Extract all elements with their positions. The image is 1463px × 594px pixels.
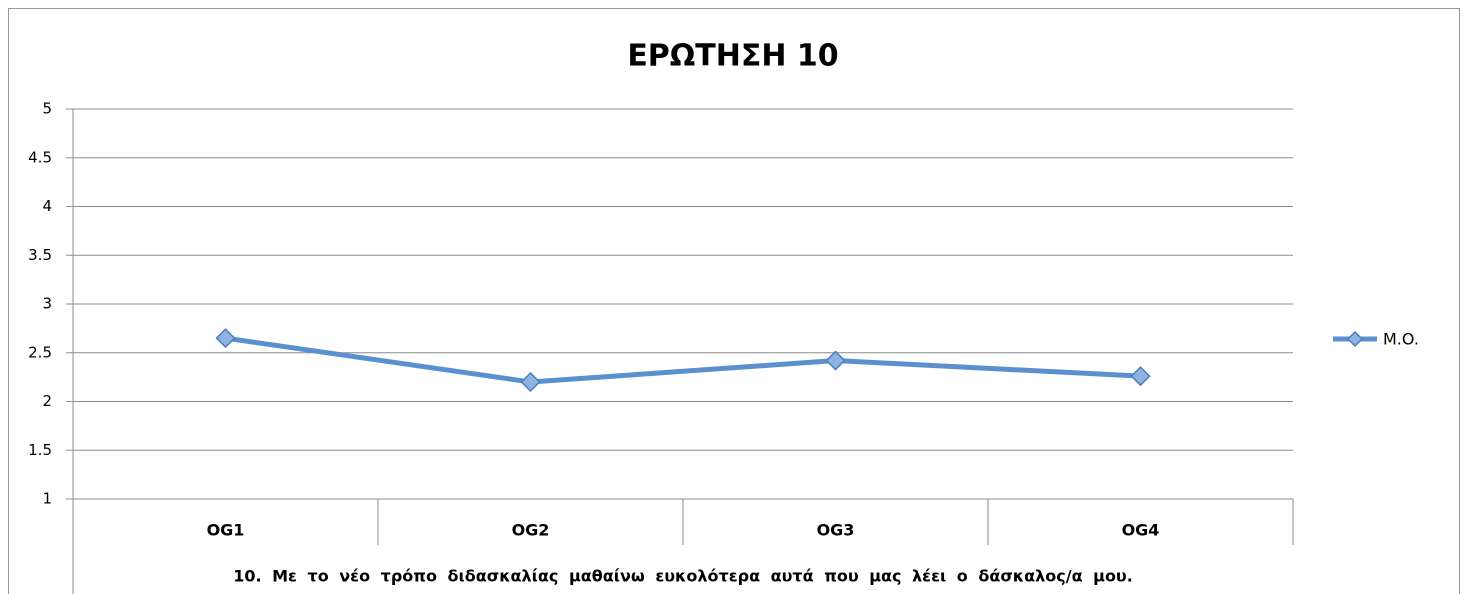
y-tick-label: 2.5 <box>28 343 52 361</box>
point <box>215 328 236 349</box>
x-tick-label: OG4 <box>1122 521 1160 540</box>
legend-label: M.O. <box>1383 330 1419 349</box>
x-tick-label: OG1 <box>207 521 245 540</box>
y-tick-label: 1.5 <box>28 441 52 459</box>
point <box>825 350 846 371</box>
chart-frame <box>8 8 1460 594</box>
legend-marker <box>1346 330 1364 348</box>
y-tick-label: 3 <box>42 295 52 313</box>
x-tick-label: OG2 <box>512 521 550 540</box>
x-axis-title: 10. Με το νέο τρόπο διδασκαλίας μαθαίνω … <box>233 567 1133 586</box>
y-tick-label: 3.5 <box>28 246 52 264</box>
series-line <box>225 335 1141 385</box>
y-tick-label: 5 <box>42 100 52 118</box>
y-tick-label: 2 <box>42 392 52 410</box>
y-tick-label: 4 <box>42 197 52 215</box>
point <box>520 371 541 393</box>
point <box>1130 366 1151 387</box>
y-tick-label: 4.5 <box>28 148 52 166</box>
x-tick-label: OG3 <box>817 521 855 540</box>
y-tick-label: 1 <box>42 490 52 508</box>
chart-title: ΕΡΩΤΗΣΗ 10 <box>627 39 838 74</box>
